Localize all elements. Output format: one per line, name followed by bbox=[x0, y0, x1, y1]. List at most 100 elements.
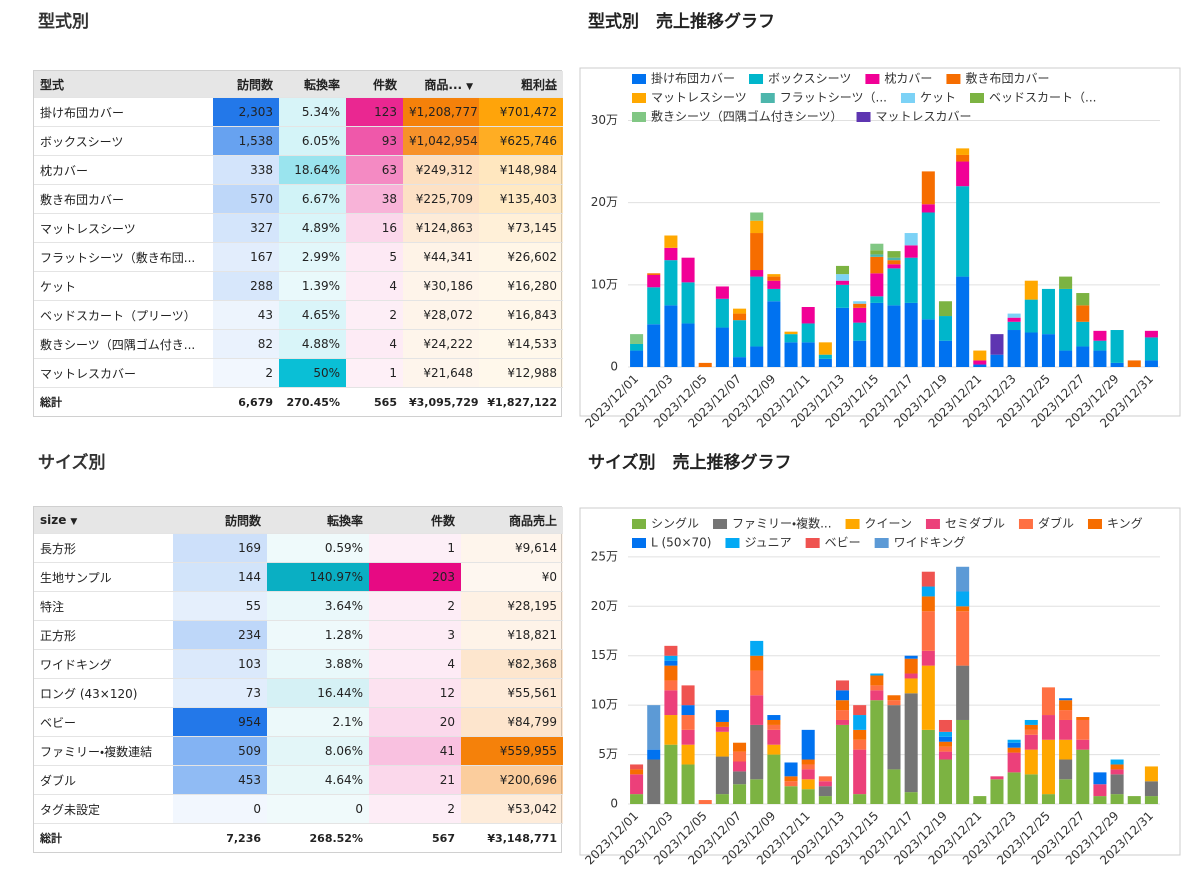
bar-segment bbox=[818, 796, 832, 804]
section-title: サイズ別 bbox=[38, 452, 106, 473]
table-cell: ¥0 bbox=[461, 562, 563, 592]
bar-segment bbox=[1076, 719, 1090, 740]
bar-segment bbox=[1041, 687, 1055, 716]
bar-segment bbox=[887, 769, 901, 804]
table-cell: 4.64% bbox=[267, 765, 369, 795]
bar-segment bbox=[1041, 334, 1055, 367]
table-cell: ¥249,312 bbox=[403, 155, 479, 185]
bar-segment bbox=[1024, 719, 1038, 725]
legend-label: ダブル bbox=[1038, 516, 1074, 531]
tbody: 長方形 169 0.59% 1 ¥9,614 生地サンプル 144 140.97% 203 ¥0 特… bbox=[34, 533, 563, 852]
bar-segment bbox=[921, 171, 935, 205]
bar-segment bbox=[647, 749, 661, 760]
y-tick-label: 30万 bbox=[591, 113, 618, 127]
bar-segment bbox=[938, 751, 953, 760]
legend-swatch bbox=[713, 519, 728, 529]
bar-segment bbox=[801, 769, 815, 780]
bar-segment bbox=[733, 320, 747, 358]
table-cell: 41 bbox=[369, 736, 461, 766]
bar-segment bbox=[647, 705, 661, 750]
column-header: 訪問数 bbox=[213, 71, 279, 98]
table-cell: 4 bbox=[369, 649, 461, 679]
bar-segment bbox=[1110, 330, 1124, 363]
bar-segment bbox=[887, 705, 901, 770]
bar-segment bbox=[681, 729, 695, 745]
bar-segment bbox=[835, 284, 850, 308]
table-cell: 4 bbox=[346, 271, 403, 301]
bar-segment bbox=[750, 270, 764, 277]
table-row: ベビー 954 2.1% 20 ¥84,799 bbox=[34, 707, 563, 737]
bar-segment bbox=[1059, 759, 1073, 780]
bar-segment bbox=[938, 316, 953, 341]
column-header-text: 訪問数 bbox=[236, 77, 273, 92]
bar-segment bbox=[1059, 710, 1073, 720]
bar-segment bbox=[853, 340, 867, 367]
table-cell: ¥16,843 bbox=[479, 300, 563, 330]
bar-segment bbox=[715, 327, 729, 367]
bar-segment bbox=[801, 342, 815, 367]
column-header: 件数 bbox=[369, 507, 461, 534]
legend-item: L (50×70) bbox=[632, 536, 711, 550]
bar-segment bbox=[647, 759, 661, 804]
column-header-text: 件数 bbox=[372, 77, 397, 92]
legend-item: 掛け布団カバー bbox=[632, 71, 735, 86]
legend-label: セミダブル bbox=[945, 516, 1005, 531]
bar-segment bbox=[1127, 360, 1141, 367]
bar-segment bbox=[921, 319, 935, 367]
bar-segment bbox=[767, 724, 781, 730]
bar-segment bbox=[1110, 794, 1124, 804]
table-cell: ファミリー・複数連結 bbox=[34, 736, 173, 766]
column-header-text: 粗利益 bbox=[520, 77, 557, 92]
bar-segment bbox=[733, 761, 747, 772]
table-row: ダブル 453 4.64% 21 ¥200,696 bbox=[34, 765, 563, 795]
legend-swatch bbox=[749, 74, 764, 84]
table-cell: ¥625,746 bbox=[479, 126, 563, 156]
table-cell: 327 bbox=[213, 213, 279, 243]
column-header-text: 訪問数 bbox=[224, 513, 261, 528]
bar-segment bbox=[630, 343, 644, 351]
bar-segment bbox=[904, 658, 918, 674]
table-cell: ¥12,988 bbox=[479, 358, 563, 388]
legend-item: ケット bbox=[900, 91, 956, 105]
table-cell: 16.44% bbox=[267, 678, 369, 708]
bar-segment bbox=[715, 756, 729, 795]
bar-segment bbox=[870, 296, 884, 303]
header-row: size ▼ 訪問数 転換率 件数 商品売上 bbox=[34, 507, 563, 534]
table-cell: 12 bbox=[369, 678, 461, 708]
bar-segment bbox=[904, 655, 918, 659]
legend-label: ベビー bbox=[825, 536, 861, 550]
bar-segment bbox=[921, 729, 935, 804]
bar-segment bbox=[750, 655, 764, 671]
bar-segment bbox=[715, 298, 729, 328]
table-cell: ベッドスカート（プリーツ） bbox=[34, 300, 213, 330]
table-cell: ¥225,709 bbox=[403, 184, 479, 214]
legend-label: 枕カバー bbox=[884, 72, 932, 86]
table-cell: ¥24,222 bbox=[403, 329, 479, 359]
table-cell: 203 bbox=[369, 562, 461, 592]
table-cell: 5 bbox=[346, 242, 403, 272]
total-cell: 567 bbox=[369, 823, 461, 852]
bar-segment bbox=[630, 769, 644, 775]
table-cell: ロング (43×120) bbox=[34, 678, 173, 708]
legend-item: 敷きシーツ（四隅ゴム付きシーツ） bbox=[632, 109, 843, 124]
bar-segment bbox=[887, 695, 901, 701]
legend-item: ベッドスカート（... bbox=[970, 91, 1096, 105]
bar-segment bbox=[990, 354, 1004, 367]
bar-segment bbox=[801, 307, 815, 324]
column-header-text: 商品売上 bbox=[508, 513, 557, 528]
table-row: ファミリー・複数連結 509 8.06% 41 ¥559,955 bbox=[34, 736, 563, 766]
table-cell: 509 bbox=[173, 736, 267, 766]
table-cell: ダブル bbox=[34, 765, 173, 795]
bar-segment bbox=[904, 233, 918, 246]
bar-segment bbox=[647, 273, 661, 275]
bar-segment bbox=[1076, 346, 1090, 367]
bar-segment bbox=[664, 235, 678, 248]
bar-segment bbox=[647, 287, 661, 325]
bar-segment bbox=[630, 794, 644, 804]
bar-segment bbox=[1059, 350, 1073, 367]
table-cell: 8.06% bbox=[267, 736, 369, 766]
table-cell: ¥18,821 bbox=[461, 620, 563, 650]
bar-segment bbox=[750, 640, 764, 656]
section-title: 型式別 bbox=[38, 11, 89, 32]
bar-segment bbox=[870, 675, 884, 686]
